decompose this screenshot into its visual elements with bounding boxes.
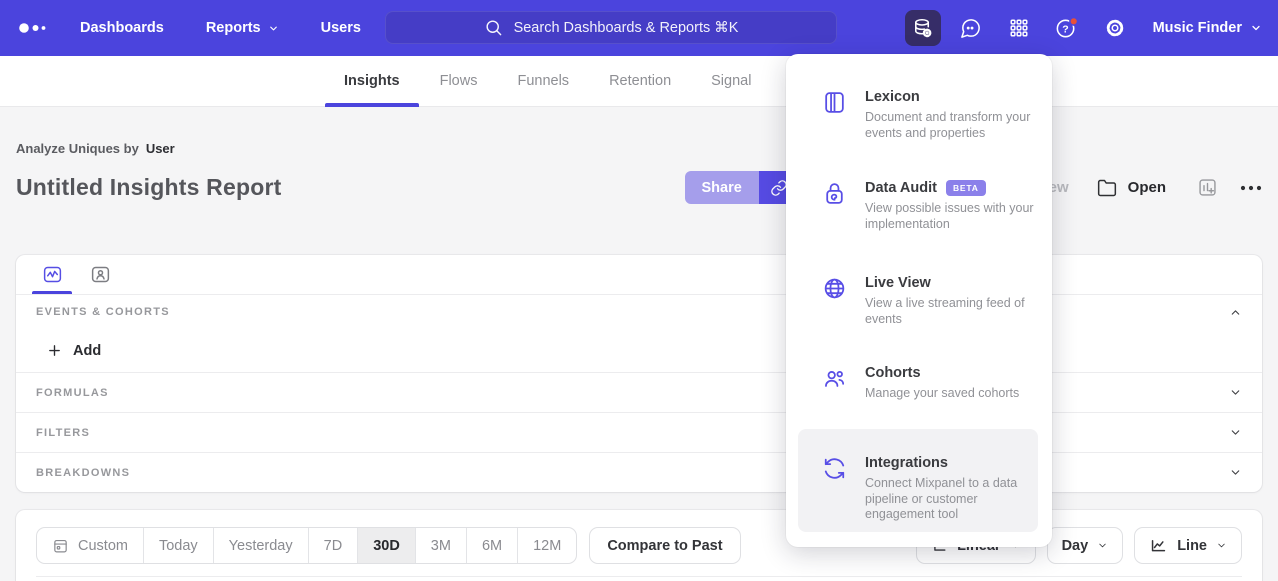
time-controls: Custom Today Yesterday 7D 30D 3M 6M 12M … [36, 527, 1242, 564]
add-event-button[interactable]: Add [16, 329, 1262, 372]
menu-item-cohorts[interactable]: Cohorts Manage your saved cohorts [786, 365, 1052, 402]
tab-funnels[interactable]: Funnels [517, 73, 570, 89]
builder-mode-tabs [16, 255, 1262, 295]
chart-card: Custom Today Yesterday 7D 30D 3M 6M 12M … [16, 510, 1262, 581]
tab-insights[interactable]: Insights [325, 56, 419, 107]
project-switcher[interactable]: Music Finder [1153, 20, 1262, 36]
open-report-button[interactable]: Open [1097, 178, 1166, 198]
book-icon [822, 89, 848, 141]
chart-type-dropdown[interactable]: Line [1134, 527, 1242, 564]
date-range-group: Custom Today Yesterday 7D 30D 3M 6M 12M [36, 527, 578, 564]
chevron-down-icon [1218, 543, 1225, 548]
insights-chart-icon [43, 266, 61, 283]
add-to-dashboard-button[interactable] [1197, 177, 1218, 198]
more-options-button[interactable] [1240, 185, 1262, 191]
events-mode-tab[interactable] [30, 255, 74, 294]
section-formulas[interactable]: FORMULAS [16, 372, 1262, 412]
tab-retention[interactable]: Retention [609, 73, 672, 89]
menu-item-data-audit[interactable]: Data Audit BETA View possible issues wit… [786, 180, 1052, 232]
feedback-button[interactable] [953, 10, 989, 46]
range-yesterday[interactable]: Yesterday [212, 528, 308, 563]
range-custom[interactable]: Custom [37, 528, 143, 563]
range-7d[interactable]: 7D [307, 528, 358, 563]
nav-dashboards[interactable]: Dashboards [80, 20, 164, 36]
globe-icon [822, 275, 848, 327]
settings-button[interactable] [1097, 10, 1133, 46]
divider [36, 576, 1242, 577]
chart-add-icon [1199, 179, 1216, 196]
search-input[interactable]: Search Dashboards & Reports ⌘K [385, 11, 837, 44]
menu-item-live-view[interactable]: Live View View a live streaming feed of … [786, 275, 1052, 327]
chevron-up-icon [1231, 309, 1240, 315]
gear-icon [1106, 19, 1123, 37]
notification-dot [1069, 16, 1079, 26]
search-placeholder: Search Dashboards & Reports ⌘K [513, 19, 739, 36]
top-navigation: Dashboards Reports Users [80, 20, 361, 36]
query-builder-card: EVENTS & COHORTS Add FORMULAS FILTERS BR… [16, 255, 1262, 492]
chevron-down-icon [1231, 390, 1240, 395]
ellipsis-icon [1240, 185, 1262, 190]
section-breakdowns[interactable]: BREAKDOWNS [16, 452, 1262, 492]
hovered-item-highlight [798, 429, 1038, 532]
svg-text:?: ? [1062, 23, 1068, 35]
beta-badge: BETA [945, 180, 986, 196]
project-name: Music Finder [1152, 20, 1242, 36]
nav-users[interactable]: Users [320, 20, 361, 36]
nav-reports[interactable]: Reports [206, 20, 279, 36]
main-content: Analyze Uniques by User Untitled Insights… [0, 141, 1278, 581]
chevron-down-icon [1252, 25, 1260, 31]
lock-icon [822, 180, 848, 232]
chevron-down-icon [1231, 430, 1240, 435]
analysis-entity-selector[interactable]: User [145, 141, 175, 156]
sync-icon [822, 455, 848, 523]
section-events-cohorts[interactable]: EVENTS & COHORTS [16, 295, 1262, 329]
compare-to-past-button[interactable]: Compare to Past [589, 527, 741, 564]
report-title[interactable]: Untitled Insights Report [16, 174, 282, 200]
plus-icon [49, 345, 60, 356]
range-12m[interactable]: 12M [517, 528, 576, 563]
data-management-button[interactable] [904, 10, 941, 46]
people-icon [822, 365, 848, 402]
chevron-down-icon [269, 26, 277, 30]
chat-bubble-icon [961, 18, 980, 38]
mixpanel-logo[interactable] [16, 16, 54, 40]
profiles-mode-tab[interactable] [78, 255, 122, 294]
tab-flows[interactable]: Flows [439, 73, 478, 89]
range-6m[interactable]: 6M [465, 528, 517, 563]
range-30d[interactable]: 30D [357, 528, 415, 563]
menu-item-integrations[interactable]: Integrations Connect Mixpanel to a data … [786, 455, 1052, 523]
line-chart-icon [1151, 539, 1166, 552]
tab-signal[interactable]: Signal [711, 73, 752, 89]
range-3m[interactable]: 3M [414, 528, 466, 563]
subtitle-prefix: Analyze Uniques by [16, 141, 139, 156]
search-icon [486, 20, 501, 36]
user-profile-icon [91, 266, 109, 283]
database-gear-icon [915, 18, 932, 37]
help-button[interactable]: ? [1049, 10, 1085, 46]
granularity-dropdown[interactable]: Day [1046, 527, 1124, 564]
folder-icon [1097, 179, 1116, 196]
chevron-down-icon [1099, 543, 1106, 548]
help-icon: ? [1056, 16, 1079, 37]
report-tabbar: Insights Flows Funnels Retention Signal … [0, 56, 1278, 107]
chevron-down-icon [1231, 470, 1240, 475]
data-management-dropdown: Lexicon Document and transform your even… [786, 54, 1052, 547]
report-subtitle: Analyze Uniques by User [16, 141, 1262, 157]
apps-grid-button[interactable] [1001, 10, 1037, 46]
topbar: Dashboards Reports Users Search Dashboar… [0, 0, 1278, 56]
grid-icon [1010, 19, 1028, 37]
topbar-actions: ? Music Finder [904, 0, 1262, 56]
calendar-icon [54, 539, 67, 553]
menu-item-lexicon[interactable]: Lexicon Document and transform your even… [786, 89, 1052, 141]
share-button[interactable]: Share [684, 171, 759, 204]
section-filters[interactable]: FILTERS [16, 412, 1262, 452]
range-today[interactable]: Today [142, 528, 213, 563]
